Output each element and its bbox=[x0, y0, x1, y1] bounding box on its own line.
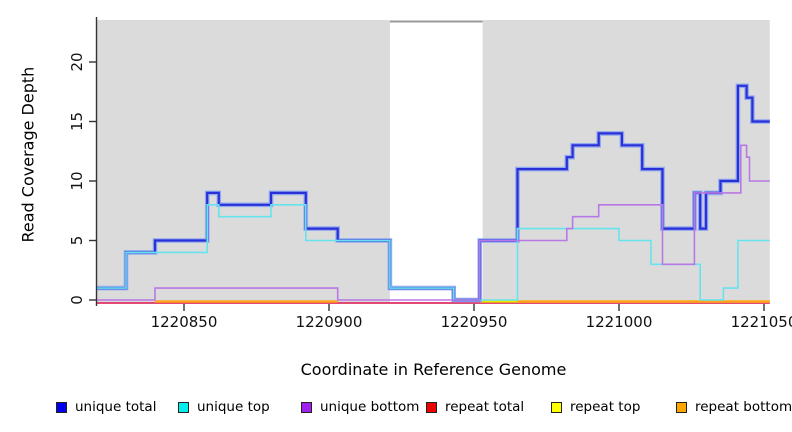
x-tick-label: 1221050 bbox=[731, 313, 792, 331]
y-tick-label: 5 bbox=[68, 236, 86, 246]
legend-item-unique-bottom: unique bottom bbox=[301, 399, 419, 415]
x-tick-label: 1220950 bbox=[441, 313, 508, 331]
coverage-region bbox=[97, 20, 390, 303]
y-tick-label: 15 bbox=[68, 112, 86, 131]
legend-swatch-repeat-top bbox=[551, 401, 562, 413]
legend-swatch-repeat-total bbox=[426, 401, 437, 413]
legend: unique total unique top unique bottom repea… bbox=[0, 399, 792, 419]
legend-swatch-unique-top bbox=[178, 401, 189, 413]
legend-swatch-unique-bottom bbox=[301, 401, 312, 413]
legend-label: unique bottom bbox=[320, 399, 420, 415]
x-tick-label: 1220900 bbox=[296, 313, 363, 331]
legend-swatch-repeat-bottom bbox=[676, 401, 687, 413]
legend-label: repeat top bbox=[570, 399, 641, 415]
legend-label: repeat total bbox=[445, 399, 525, 415]
y-tick-label: 20 bbox=[68, 52, 86, 71]
x-tick-label: 1221000 bbox=[586, 313, 653, 331]
y-axis-title: Read Coverage Depth bbox=[18, 66, 38, 243]
legend-swatch-unique-total bbox=[56, 401, 67, 413]
legend-item-repeat-top: repeat top bbox=[551, 399, 640, 415]
legend-item-unique-top: unique top bbox=[178, 399, 270, 415]
coverage-region bbox=[482, 20, 770, 303]
legend-item-repeat-bottom: repeat bottom bbox=[676, 399, 792, 415]
series-unique-top-line bbox=[97, 204, 770, 301]
x-tick-label: 1220850 bbox=[151, 313, 218, 331]
y-tick-label: 0 bbox=[68, 295, 86, 305]
legend-item-repeat-total: repeat total bbox=[426, 399, 524, 415]
legend-label: unique top bbox=[197, 399, 270, 415]
legend-label: repeat bottom bbox=[695, 399, 792, 415]
series-unique-bottom-line bbox=[97, 144, 770, 301]
x-axis-title: Coordinate in Reference Genome bbox=[300, 360, 567, 379]
y-tick-label: 10 bbox=[68, 171, 86, 190]
legend-item-unique-total: unique total bbox=[56, 399, 156, 415]
legend-label: unique total bbox=[75, 399, 157, 415]
